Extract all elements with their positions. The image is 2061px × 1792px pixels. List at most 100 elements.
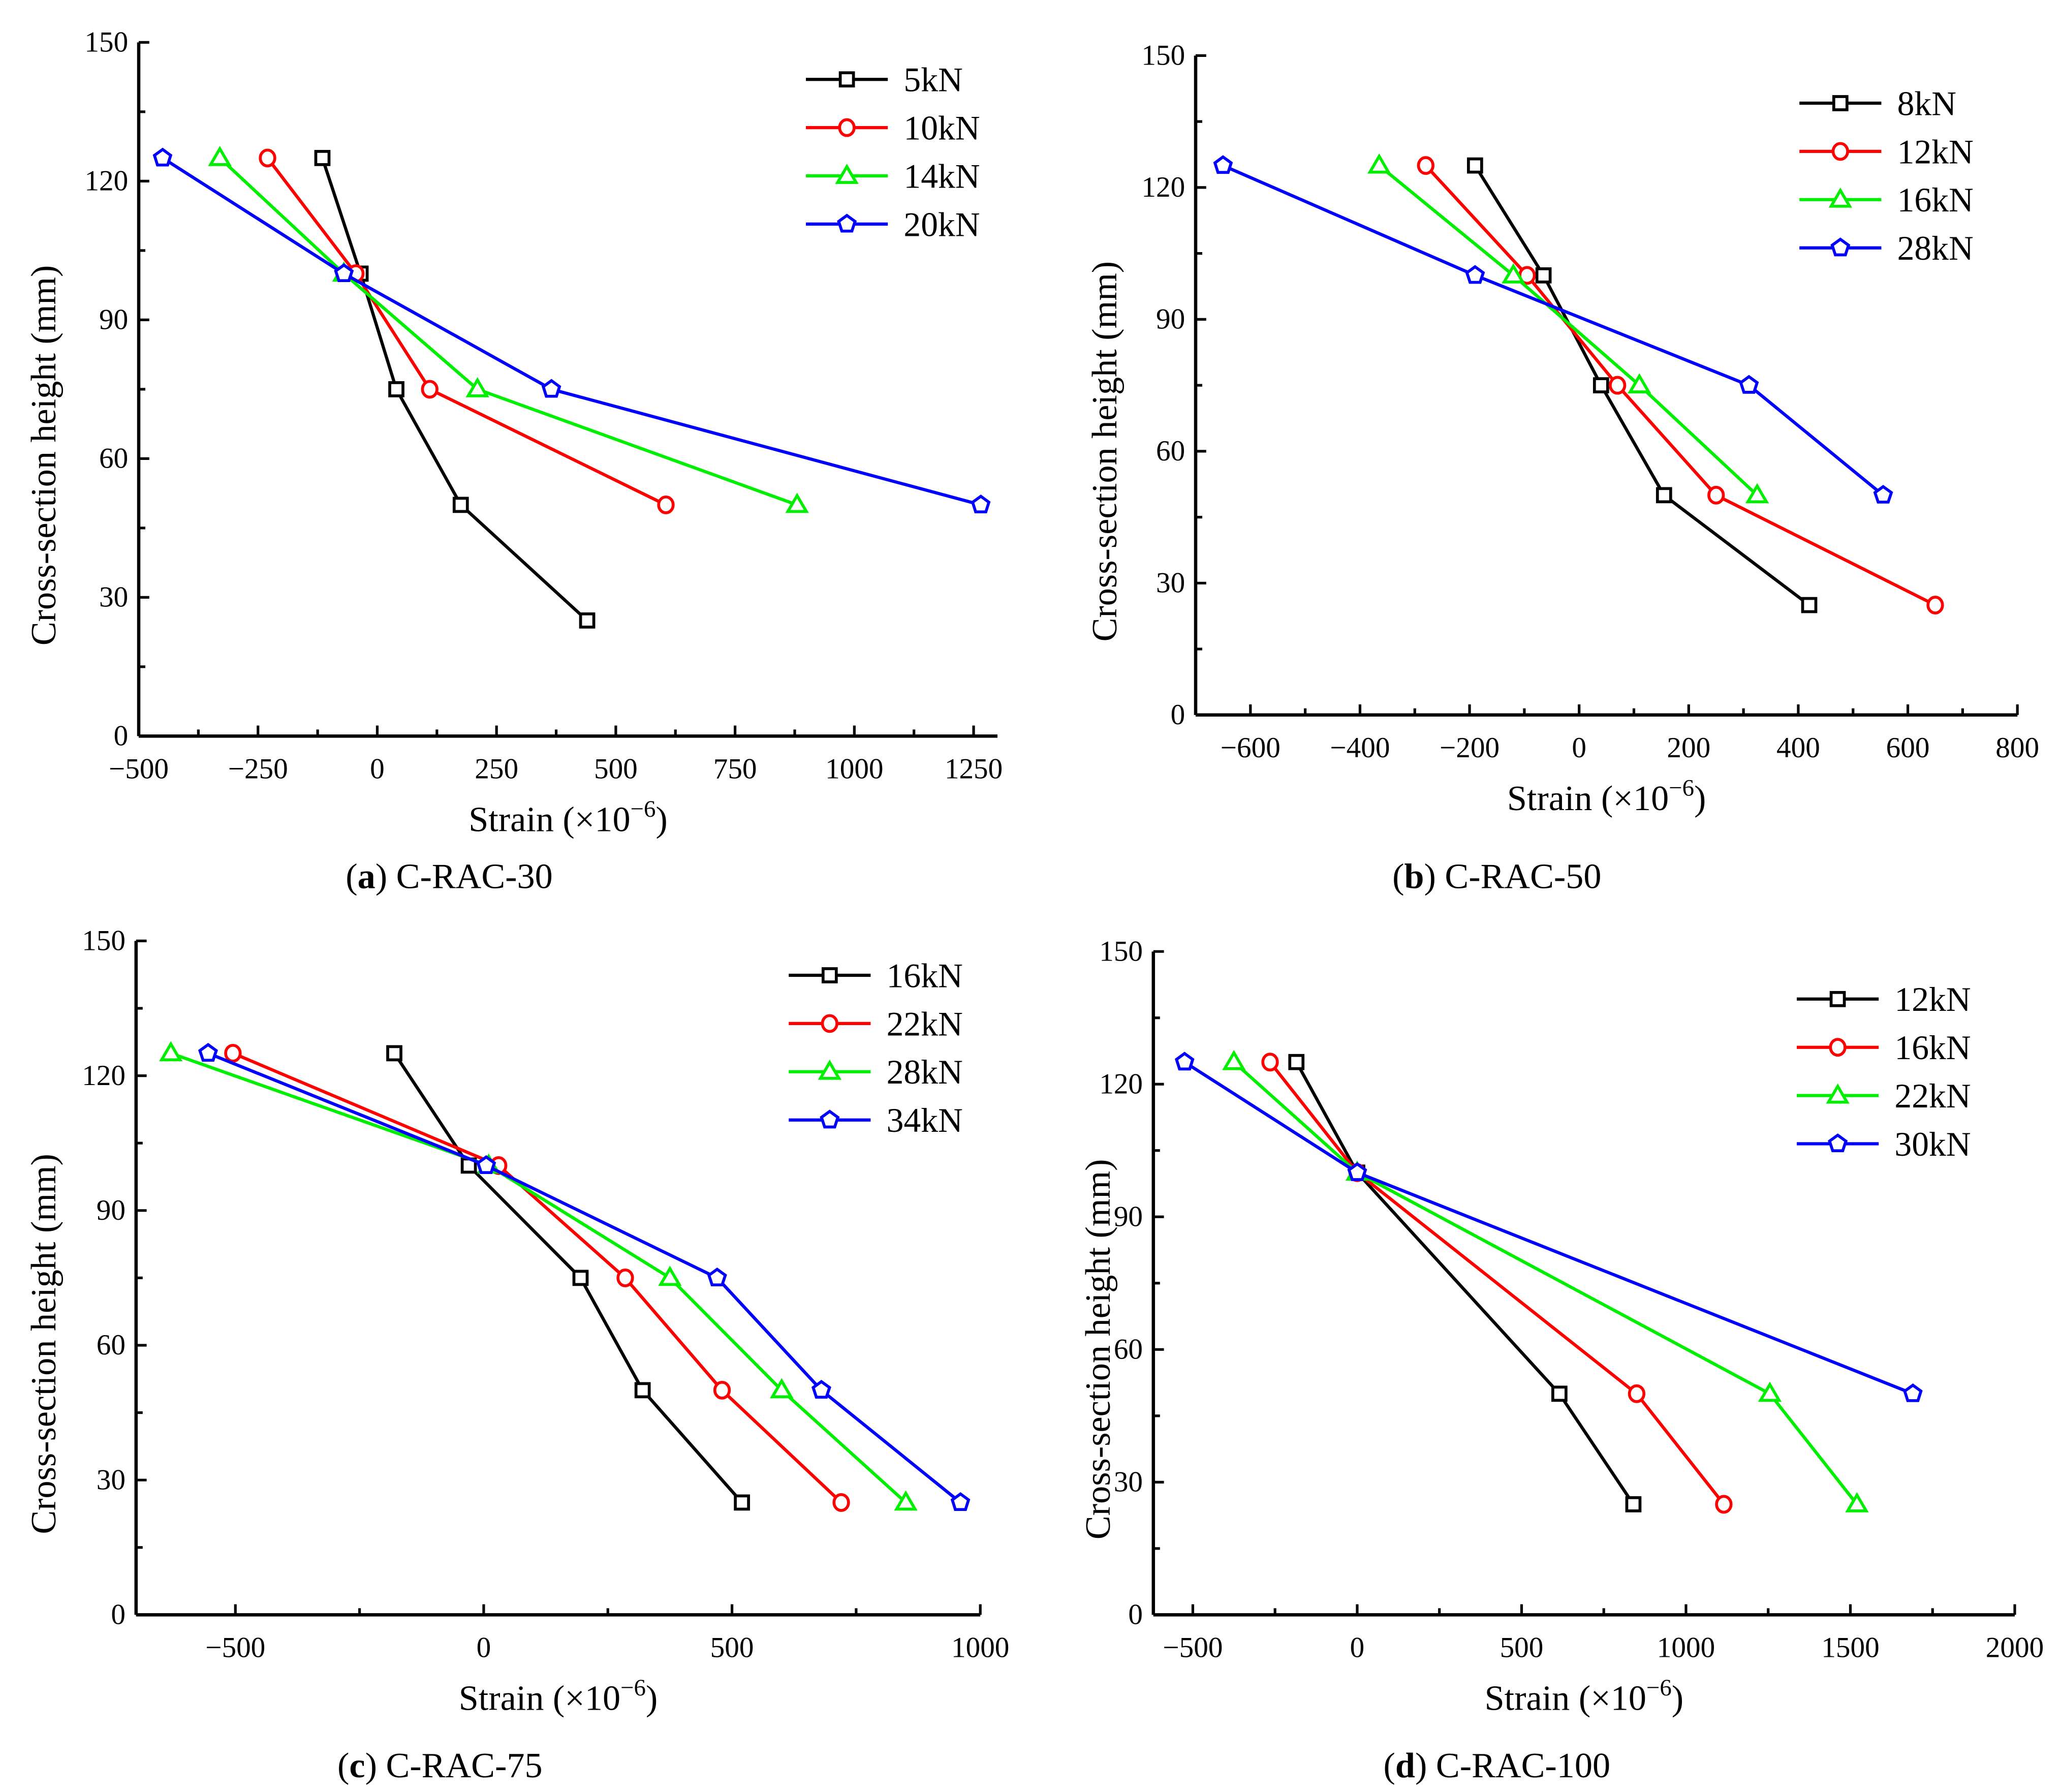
series-line (1268, 1061, 1725, 1505)
data-point (950, 1492, 971, 1511)
legend-label: 28kN (887, 1053, 963, 1091)
y-axis-label: Cross-section height (mm) (24, 1154, 64, 1534)
legend-marker (821, 1014, 838, 1033)
panel-b: 0 30 60 90 120 150 −600 −400 −200 0 200 400 600 800 St… (1085, 40, 2039, 897)
x-axis-label: Strain (×10−6) (459, 1675, 658, 1718)
data-point (1656, 487, 1672, 504)
data-point (832, 1493, 850, 1512)
y-tick-label: 60 (1156, 435, 1185, 467)
legend-label: 10kN (903, 109, 980, 147)
x-tick-label: 250 (475, 753, 518, 785)
x-tick-label: 2000 (1986, 1632, 2044, 1664)
series-30kN (1174, 1052, 1923, 1402)
data-point (198, 1042, 218, 1062)
x-tick-label: −500 (205, 1632, 265, 1664)
legend-item: 34kN (789, 1101, 963, 1139)
data-point (1628, 1384, 1646, 1403)
data-point (894, 1490, 918, 1511)
data-point (1174, 1052, 1195, 1071)
caption-open: ( (337, 1746, 349, 1785)
panel-caption: (b) C-RAC-50 (1392, 856, 1601, 896)
legend-item: 10kN (806, 109, 980, 147)
x-axis-label-exponent: −6 (620, 1675, 646, 1701)
x-tick-label: 500 (710, 1632, 754, 1664)
data-point (314, 150, 331, 166)
data-point (386, 1045, 402, 1062)
y-tick-label: 90 (1156, 303, 1185, 335)
y-tick-label: 120 (1099, 1068, 1143, 1100)
x-axis-label-main: Strain (×10 (1507, 779, 1669, 818)
data-point (1628, 373, 1651, 393)
x-tick-label: −400 (1330, 732, 1390, 764)
series-line (393, 1052, 743, 1504)
caption-close: ) (1415, 1746, 1436, 1785)
data-point (1347, 1162, 1367, 1181)
data-point (541, 379, 561, 398)
series-line (1233, 1061, 1858, 1505)
data-point (1609, 376, 1627, 395)
legend-item: 16kN (789, 956, 963, 995)
data-point (452, 497, 469, 513)
x-axis-label-main: Strain (×10 (1485, 1679, 1646, 1718)
x-axis-label-exponent: −6 (1646, 1675, 1672, 1701)
x-tick-label: 400 (1776, 732, 1820, 764)
legend-item: 8kN (1799, 84, 1956, 122)
data-point (259, 148, 276, 168)
legend-marker (1832, 95, 1849, 111)
x-tick-label: −250 (228, 753, 288, 785)
series-line (232, 1052, 842, 1504)
series-line (1183, 1061, 1914, 1396)
series-12kN (1417, 156, 1944, 615)
caption-letter: c (349, 1746, 365, 1785)
legend-item: 30kN (1797, 1125, 1971, 1163)
legend-label: 34kN (887, 1101, 963, 1139)
caption-close: ) (376, 856, 396, 896)
data-point (334, 263, 354, 283)
x-axis-label-main: Strain (×10 (469, 800, 630, 840)
y-axis-label: Cross-section height (mm) (1085, 261, 1125, 642)
y-tick-label: 150 (84, 26, 128, 58)
series-28kN (159, 1041, 918, 1511)
legend-label: 30kN (1894, 1125, 1971, 1163)
y-tick-label: 60 (1114, 1334, 1143, 1366)
legend-label: 22kN (887, 1005, 963, 1043)
data-point (572, 1270, 589, 1286)
series-14kN (208, 146, 809, 513)
y-tick-label: 90 (1114, 1200, 1143, 1232)
x-axis-label-exponent: −6 (631, 796, 656, 822)
data-point (159, 1041, 183, 1062)
x-tick-label: −500 (109, 753, 169, 785)
x-tick-label: 1000 (1657, 1632, 1715, 1664)
x-tick-label: −600 (1221, 732, 1281, 764)
data-point (1417, 156, 1434, 175)
x-axis-label: Strain (×10−6) (1507, 775, 1706, 818)
data-point (465, 377, 489, 397)
data-point (579, 612, 596, 629)
data-point (1222, 1049, 1246, 1070)
legend-marker (1828, 1133, 1848, 1153)
legend-marker (835, 164, 859, 184)
legend-marker (820, 1109, 840, 1129)
series-28kN (1213, 155, 1893, 504)
series-line (266, 157, 667, 507)
legend-label: 20kN (903, 205, 980, 243)
y-tick-label: 0 (1128, 1599, 1143, 1631)
y-tick-label: 60 (97, 1329, 126, 1361)
legend-item: 20kN (806, 205, 980, 243)
legend-marker (1829, 1038, 1847, 1057)
y-tick-label: 30 (99, 581, 128, 613)
x-tick-label: 0 (370, 753, 385, 785)
series-22kN (224, 1043, 850, 1512)
legend-marker (1831, 142, 1849, 161)
x-tick-label: 600 (1886, 732, 1930, 764)
legend-label: 8kN (1897, 84, 1956, 122)
legend-marker (838, 71, 855, 88)
data-point (1801, 597, 1818, 613)
y-tick-label: 0 (1171, 699, 1185, 731)
y-tick-label: 120 (82, 1060, 126, 1092)
caption-text: C-RAC-75 (386, 1746, 542, 1785)
x-tick-label: 750 (713, 753, 757, 785)
panel-caption: (c) C-RAC-75 (337, 1746, 543, 1785)
legend-marker (1830, 237, 1851, 257)
legend-item: 5kN (806, 61, 963, 99)
